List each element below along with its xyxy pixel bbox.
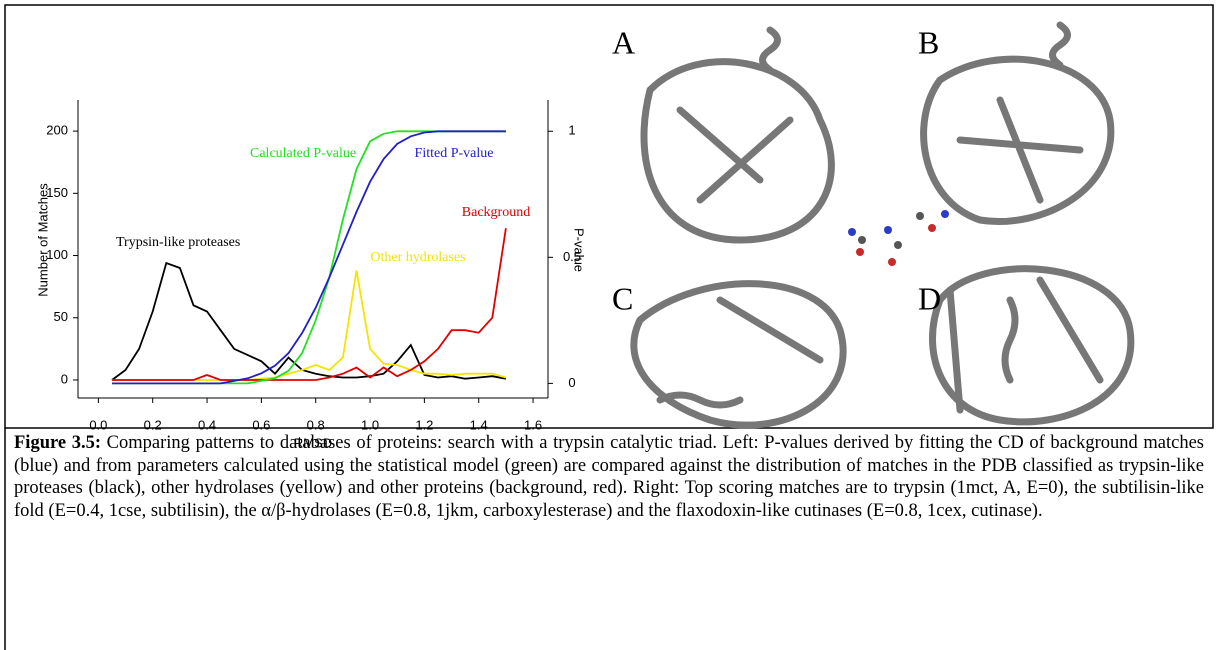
panel-label: D xyxy=(918,280,941,316)
y2-tick-label: 0.5 xyxy=(563,249,581,264)
series-annotation: Trypsin-like proteases xyxy=(116,235,240,250)
atom xyxy=(848,228,856,236)
caption-text: Comparing patterns to databases of prote… xyxy=(14,433,1204,521)
y-tick-label: 50 xyxy=(54,309,68,324)
structure-c-detail xyxy=(656,296,824,409)
series-annotation: Background xyxy=(462,205,530,220)
y-axis-label: Number of Matches xyxy=(35,183,50,297)
series-annotation: Other hydrolases xyxy=(370,250,465,265)
catalytic-triad xyxy=(848,210,949,266)
atom xyxy=(894,241,902,249)
structure-b xyxy=(920,55,1115,225)
panel-label: C xyxy=(612,280,633,316)
x-tick-label: 1.0 xyxy=(361,417,379,432)
atom xyxy=(916,212,924,220)
panel-label: A xyxy=(612,24,635,60)
y-tick-label: 0 xyxy=(61,371,68,386)
x-tick-label: 1.6 xyxy=(524,417,542,432)
structure-a-detail xyxy=(676,26,794,204)
y-tick-label: 150 xyxy=(46,185,68,200)
series-line xyxy=(111,261,507,381)
atom xyxy=(941,210,949,218)
panel-label: B xyxy=(918,24,939,60)
protein-structures xyxy=(630,21,1135,429)
x-tick-label: 0.8 xyxy=(307,417,325,432)
x-tick-label: 1.4 xyxy=(470,417,488,432)
atom xyxy=(856,248,864,256)
y-tick-label: 100 xyxy=(46,247,68,262)
series-line xyxy=(112,270,507,381)
structure-b-detail xyxy=(956,21,1084,204)
series-annotation: Calculated P-value xyxy=(250,146,356,161)
series-annotation: Fitted P-value xyxy=(415,146,494,161)
x-axis-label: RMSD xyxy=(294,435,332,450)
x-tick-label: 0.6 xyxy=(252,417,270,432)
y2-tick-label: 0 xyxy=(568,375,575,390)
y-tick-label: 200 xyxy=(46,123,68,138)
atom xyxy=(884,226,892,234)
x-tick-label: 1.2 xyxy=(415,417,433,432)
atom xyxy=(858,236,866,244)
figure-border xyxy=(4,4,1214,429)
y2-axis-label: P-value xyxy=(572,228,587,272)
x-tick-label: 0.0 xyxy=(89,417,107,432)
x-tick-label: 0.2 xyxy=(144,417,162,432)
structure-c xyxy=(630,280,847,429)
structure-d-detail xyxy=(946,276,1104,414)
caption-label: Figure 3.5: xyxy=(14,433,102,453)
y2-tick-label: 1 xyxy=(568,123,575,138)
structure-d xyxy=(929,265,1135,426)
x-tick-label: 0.4 xyxy=(198,417,216,432)
series-line xyxy=(112,130,506,385)
atom xyxy=(928,224,936,232)
structure-a xyxy=(640,58,835,244)
series-line xyxy=(112,228,507,381)
atom xyxy=(888,258,896,266)
caption: Figure 3.5: Comparing patterns to databa… xyxy=(14,432,1204,522)
